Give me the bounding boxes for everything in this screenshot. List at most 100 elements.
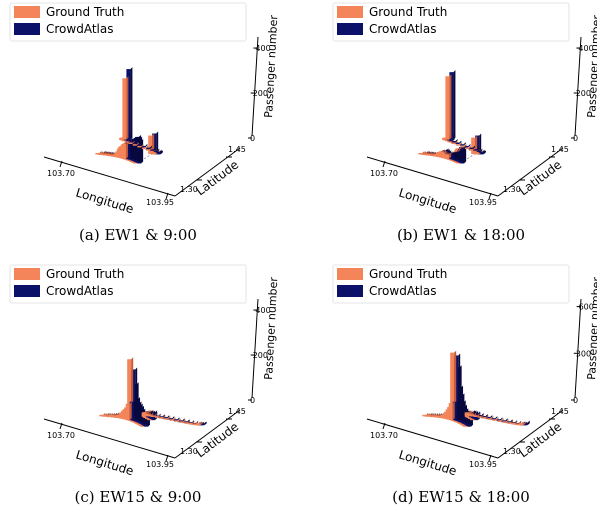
ground-truth-bar — [477, 416, 482, 418]
legend-swatch — [14, 285, 40, 297]
y-tick-label: 1.45 — [228, 407, 246, 416]
y-axis-label: Latitude — [193, 419, 241, 460]
ground-truth-bar — [502, 421, 507, 423]
crowdatlas-bar-side — [177, 417, 180, 421]
legend-frame — [9, 264, 247, 304]
x-tick-label: 103.95 — [146, 460, 174, 469]
crowdatlas-bar — [200, 423, 205, 426]
crowdatlas-bar — [173, 419, 178, 421]
crowdatlas-bar — [145, 147, 150, 150]
x-tick — [165, 454, 169, 462]
ground-truth-bar-side — [455, 140, 458, 144]
crowdatlas-bar — [506, 421, 511, 423]
crowdatlas-bar — [496, 419, 501, 421]
crowdatlas-bar-side — [187, 419, 190, 423]
legend-frame — [332, 2, 570, 42]
ground-truth-bar — [184, 422, 189, 424]
ground-truth-bar — [137, 145, 142, 148]
x-axis-line — [366, 418, 499, 459]
x-axis-label: Longitude — [74, 185, 135, 216]
ground-truth-bar-side — [511, 420, 514, 424]
ground-truth-bar-side — [163, 415, 166, 419]
x-axis-line — [366, 156, 499, 197]
z-tick-label: 400 — [578, 44, 593, 53]
ground-truth-bar — [151, 151, 156, 154]
legend-frame — [9, 2, 247, 42]
z-axis-line — [574, 298, 582, 399]
x-tick — [488, 192, 492, 200]
crowdatlas-bar-side — [455, 138, 458, 143]
crowdatlas-bar — [125, 139, 130, 142]
crowdatlas-bar-side — [477, 147, 480, 151]
axes — [366, 298, 582, 459]
chart-panel-3: Ground Truth CrowdAtlas 103.70 103.95 1.30 1.… — [9, 264, 280, 506]
ground-truth-bar — [464, 147, 469, 150]
crowdatlas-bar — [491, 418, 496, 420]
crowdatlas-bar — [128, 140, 133, 143]
ground-truth-bar — [473, 415, 478, 417]
legend-label: CrowdAtlas — [46, 22, 113, 36]
ground-truth-bar-side — [158, 414, 161, 418]
ground-truth-bar — [447, 140, 452, 143]
ground-truth-bar — [450, 352, 455, 421]
crowdatlas-bar — [155, 151, 160, 154]
z-tick-label: 200 — [253, 89, 268, 98]
ground-truth-bar — [125, 403, 130, 421]
y-tick-label: 1.30 — [180, 447, 198, 456]
crowdatlas-bar — [477, 415, 482, 417]
z-axis-label: Passenger number — [585, 14, 597, 118]
ground-truth-bar-side — [152, 133, 155, 154]
ground-truth-bar — [448, 403, 453, 421]
z-tick-label: 400 — [255, 306, 270, 315]
ground-truth-bar-side — [459, 142, 462, 146]
ground-truth-bar — [444, 139, 449, 142]
crowdatlas-bar-side — [145, 143, 148, 148]
crowdatlas-bar — [153, 150, 158, 153]
crowdatlas-bar — [132, 142, 137, 144]
ground-truth-bar — [122, 78, 127, 140]
ticks — [382, 418, 555, 462]
ground-truth-bar-side — [145, 145, 148, 150]
z-axis-label: Passenger number — [262, 276, 280, 380]
crowdatlas-bar — [455, 142, 460, 144]
z-tick-label: 200 — [576, 89, 591, 98]
z-tick-label: 0 — [250, 134, 255, 143]
crowdatlas-bar — [158, 416, 163, 418]
legend-swatch — [337, 268, 363, 280]
ground-truth-bar — [497, 420, 502, 422]
crowdatlas-bar-side — [456, 399, 459, 421]
ground-truth-bar-side — [448, 152, 451, 160]
legend: Ground Truth CrowdAtlas — [9, 264, 247, 304]
chart-panel-2: Ground Truth CrowdAtlas 103.70 103.95 1.30 1.… — [332, 2, 597, 244]
crowdatlas-bar-side — [182, 418, 185, 422]
crowdatlas-bar-side — [160, 150, 163, 154]
crowdatlas-bar — [183, 421, 188, 423]
axes — [43, 298, 259, 459]
ground-truth-bar-side — [132, 140, 135, 144]
ticks — [59, 418, 232, 462]
ground-truth-bar-side — [126, 76, 129, 140]
crowdatlas-bar-side — [463, 142, 466, 146]
y-tick-label: 1.30 — [503, 185, 521, 194]
panel-caption: (c) EW15 & 9:00 — [75, 488, 202, 506]
x-axis-line — [43, 156, 176, 197]
ground-truth-bar — [474, 151, 479, 154]
x-tick-label: 103.70 — [47, 169, 75, 178]
y-axis-label: Latitude — [516, 157, 564, 198]
ground-truth-bar-side — [200, 421, 203, 426]
ground-truth-bar — [174, 420, 179, 422]
ground-truth-bar — [124, 140, 129, 143]
ground-truth-bar — [159, 417, 164, 419]
panel-caption: (b) EW1 & 18:00 — [397, 226, 525, 244]
crowdatlas-bar — [136, 144, 141, 146]
crowdatlas-bar — [476, 150, 481, 153]
ground-truth-bar — [444, 154, 449, 160]
ground-truth-bar — [455, 144, 460, 146]
ground-truth-bar-side — [506, 419, 509, 423]
crowdatlas-bar-side — [157, 148, 160, 153]
ground-truth-bar — [169, 419, 174, 421]
x-tick-label: 103.95 — [469, 198, 497, 207]
legend: Ground Truth CrowdAtlas — [332, 2, 570, 42]
crowdatlas-bar-side — [490, 414, 493, 419]
x-tick-label: 103.95 — [469, 460, 497, 469]
